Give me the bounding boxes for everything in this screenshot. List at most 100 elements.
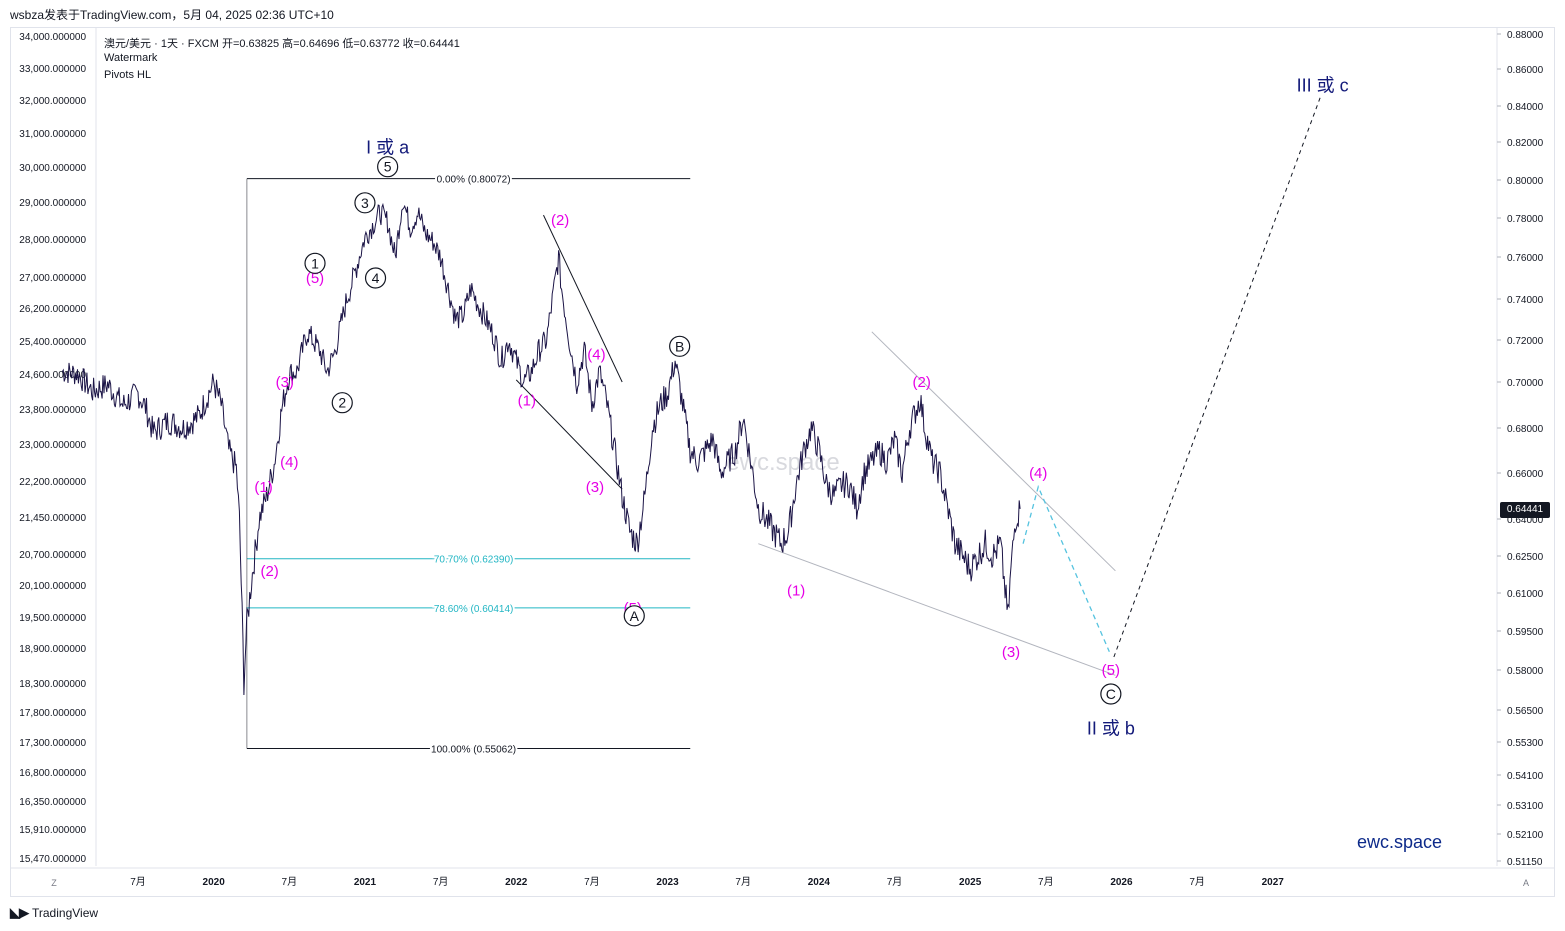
right-axis-tick-label: 0.88000 — [1507, 30, 1544, 41]
right-axis-tick-label: 0.53100 — [1507, 801, 1544, 812]
right-axis-tick-label: 0.82000 — [1507, 138, 1544, 149]
wave-degree-label: III 或 c — [1297, 76, 1349, 96]
time-axis-tick-label: 2020 — [203, 877, 226, 888]
left-axis-tick-label: 33,000.000000 — [19, 64, 86, 75]
time-axis-tick-label: 7月 — [735, 876, 751, 888]
pivots-indicator-label[interactable]: Pivots HL — [104, 69, 152, 81]
wave-label-circle — [364, 267, 387, 289]
left-axis-tick-label: 23,000.000000 — [19, 440, 86, 451]
wave-label-circle — [1100, 683, 1122, 705]
right-axis-tick-label: 0.78000 — [1507, 214, 1544, 225]
wave-label-circled-text: 4 — [372, 270, 380, 286]
left-axis-tick-label: 16,800.000000 — [19, 768, 86, 779]
right-axis-tick-label: 0.59500 — [1507, 627, 1544, 638]
left-axis-tick-label: 29,000.000000 — [19, 198, 86, 209]
chart-frame — [10, 27, 1555, 897]
wave-label-magenta: (3) — [1002, 644, 1020, 661]
trendline — [871, 331, 1116, 572]
right-axis-tick-label: 0.70000 — [1507, 378, 1544, 389]
left-axis-tick-label: 19,500.000000 — [19, 613, 86, 624]
left-axis-tick-label: 30,000.000000 — [19, 163, 86, 174]
projection-path-dark — [1113, 94, 1322, 658]
time-axis-tick-label: 7月 — [584, 876, 600, 888]
wave-label-magenta: (2) — [551, 212, 569, 229]
right-axis-tick-label: 0.86000 — [1507, 65, 1544, 76]
wave-label-magenta: (5) — [1102, 662, 1120, 679]
left-axis-tick-label: 24,600.000000 — [19, 370, 86, 381]
time-axis-tick-label: 7月 — [1038, 876, 1054, 888]
wave-label-circle — [623, 605, 645, 627]
right-axis-tick-label: 0.76000 — [1507, 253, 1544, 264]
left-axis-tick-label: 26,200.000000 — [19, 304, 86, 315]
wave-label-magenta: (4) — [1029, 465, 1047, 482]
wave-label-circle — [331, 392, 353, 414]
right-axis-tick-label: 0.54100 — [1507, 771, 1544, 782]
wave-label-magenta: (2) — [913, 374, 931, 391]
last-price-tag: 0.64441 — [1500, 502, 1550, 518]
wave-label-circled-text: 1 — [311, 255, 319, 271]
publisher-header: wsbza发表于TradingView.com，5月 04, 2025 02:3… — [10, 8, 334, 22]
trendline — [543, 214, 623, 383]
right-axis-tick-label: 0.84000 — [1507, 102, 1544, 113]
watermark-indicator-label[interactable]: Watermark — [104, 52, 158, 64]
left-axis-tick-label: 28,000.000000 — [19, 235, 86, 246]
wave-label-circle — [377, 156, 399, 178]
right-axis-tick-label: 0.64000 — [1507, 515, 1544, 526]
wave-label-circle — [304, 252, 326, 274]
left-axis-tick-label: 22,200.000000 — [19, 477, 86, 488]
left-axis-tick-label: 20,100.000000 — [19, 581, 86, 592]
left-axis-tick-label: 16,350.000000 — [19, 797, 86, 808]
time-axis-tick-label: 7月 — [887, 876, 903, 888]
projection-path-cyan — [1022, 484, 1110, 653]
wave-label-circled-text: 5 — [384, 159, 392, 175]
time-axis-tick-label: 2025 — [959, 877, 982, 888]
wave-label-magenta: (1) — [787, 583, 805, 600]
time-axis-tick-label: 2026 — [1110, 877, 1133, 888]
right-axis-tick-label: 0.58000 — [1507, 666, 1544, 677]
wave-label-circled-text: A — [630, 608, 640, 624]
auto-scale-button[interactable]: A — [1522, 878, 1529, 888]
right-axis-tick-label: 0.62500 — [1507, 552, 1544, 563]
fib-level-label: 0.00% (0.80072) — [437, 175, 511, 186]
time-axis-tick-label: 2022 — [505, 877, 528, 888]
watermark-text: ewc.space — [726, 449, 839, 476]
right-axis-tick-label: 0.51150 — [1507, 857, 1543, 868]
wave-label-magenta: (2) — [260, 563, 278, 580]
right-axis-tick-label: 0.52100 — [1507, 830, 1544, 841]
left-axis-tick-label: 27,000.000000 — [19, 273, 86, 284]
left-axis-tick-label: 25,400.000000 — [19, 337, 86, 348]
wave-label-circle — [354, 192, 376, 214]
time-axis-tick-label: 2024 — [808, 877, 831, 888]
left-axis-tick-label: 15,910.000000 — [19, 825, 86, 836]
wave-label-magenta: (3) — [586, 479, 604, 496]
right-axis-tick-label: 0.66000 — [1507, 469, 1544, 480]
time-axis-tick-label: 7月 — [433, 876, 449, 888]
wave-label-magenta: (1) — [518, 392, 536, 409]
time-axis-tick-label: 7月 — [130, 876, 146, 888]
symbol-legend[interactable]: 澳元/美元 · 1天 · FXCM 开=0.63825 高=0.64696 低=… — [104, 38, 460, 50]
left-axis-tick-label: 17,800.000000 — [19, 708, 86, 719]
trendline — [515, 379, 623, 490]
time-axis-tick-label: 7月 — [1189, 876, 1205, 888]
time-axis-tick-label: 2027 — [1262, 877, 1285, 888]
trendline — [758, 543, 1116, 676]
left-axis-tick-label: 31,000.000000 — [19, 129, 86, 140]
right-axis-tick-label: 0.72000 — [1507, 336, 1544, 347]
right-axis-tick-label: 0.80000 — [1507, 176, 1544, 187]
tradingview-logo[interactable]: ◣▶ TradingView — [10, 905, 98, 921]
brand-label: ewc.space — [1357, 832, 1443, 852]
left-axis-tick-label: 21,450.000000 — [19, 513, 86, 524]
left-axis-tick-label: 23,800.000000 — [19, 405, 86, 416]
zoom-reset-button[interactable]: Z — [51, 878, 57, 888]
time-axis-tick-label: 2023 — [656, 877, 679, 888]
left-axis-tick-label: 32,000.000000 — [19, 96, 86, 107]
time-axis-tick-label: 7月 — [282, 876, 298, 888]
wave-label-circled-text: 3 — [361, 195, 369, 211]
wave-label-circled-text: C — [1106, 686, 1116, 702]
wave-label-magenta: (1) — [254, 479, 272, 496]
left-axis-tick-label: 34,000.000000 — [19, 32, 86, 43]
wave-label-magenta: (5) — [306, 270, 324, 287]
wave-label-magenta: (3) — [276, 374, 294, 391]
tradingview-icon: ◣▶ — [10, 905, 29, 920]
